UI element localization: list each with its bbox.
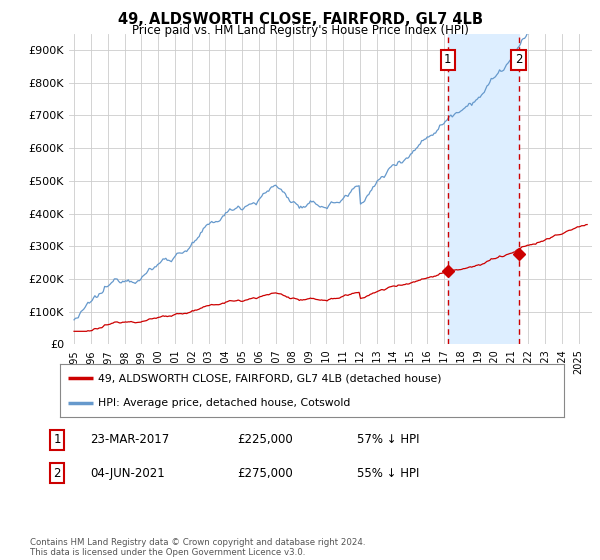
Text: 1: 1 [444,53,451,66]
Text: 04-JUN-2021: 04-JUN-2021 [90,466,165,480]
Text: 23-MAR-2017: 23-MAR-2017 [90,433,169,446]
Text: £225,000: £225,000 [237,433,293,446]
Bar [448,34,518,344]
Text: 2: 2 [515,53,522,66]
Text: Contains HM Land Registry data © Crown copyright and database right 2024.
This d: Contains HM Land Registry data © Crown c… [30,538,365,557]
Text: 57% ↓ HPI: 57% ↓ HPI [357,433,419,446]
Text: 49, ALDSWORTH CLOSE, FAIRFORD, GL7 4LB (detached house): 49, ALDSWORTH CLOSE, FAIRFORD, GL7 4LB (… [98,374,442,384]
Text: 55% ↓ HPI: 55% ↓ HPI [357,466,419,480]
Text: Price paid vs. HM Land Registry's House Price Index (HPI): Price paid vs. HM Land Registry's House … [131,24,469,36]
Text: 2: 2 [53,466,61,480]
Text: 49, ALDSWORTH CLOSE, FAIRFORD, GL7 4LB: 49, ALDSWORTH CLOSE, FAIRFORD, GL7 4LB [118,12,482,27]
Text: HPI: Average price, detached house, Cotswold: HPI: Average price, detached house, Cots… [98,398,350,408]
Text: 1: 1 [53,433,61,446]
Text: £275,000: £275,000 [237,466,293,480]
